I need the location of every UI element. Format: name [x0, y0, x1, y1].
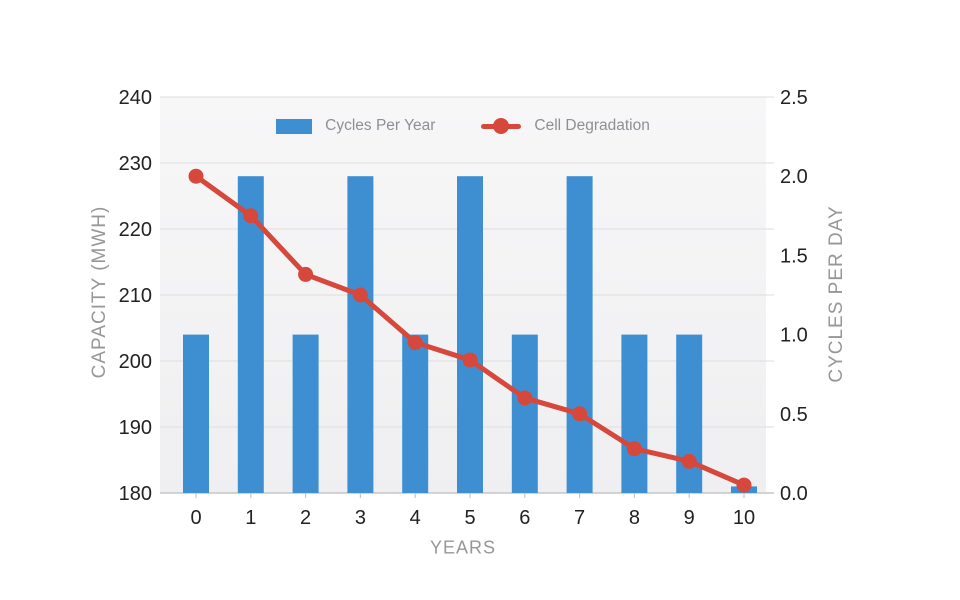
chart-legend: Cycles Per Year Cell Degradation — [160, 112, 766, 140]
line-point-year-3 — [352, 287, 368, 303]
left-tick-label-180: 180 — [119, 483, 152, 505]
line-series-marker-icon — [481, 118, 522, 134]
x-tick-label-8: 8 — [629, 507, 640, 529]
x-tick-label-1: 1 — [245, 507, 256, 529]
bar-year-0 — [183, 334, 209, 493]
right-tick-label-2.5: 2.5 — [780, 87, 808, 109]
legend-label-cell-degradation: Cell Degradation — [534, 117, 650, 134]
line-point-year-6 — [517, 390, 533, 406]
left-tick-label-190: 190 — [119, 417, 152, 439]
bar-year-2 — [292, 334, 319, 493]
legend-label-cycles-per-year: Cycles Per Year — [325, 117, 436, 134]
line-point-year-4 — [407, 335, 423, 351]
x-tick-label-2: 2 — [300, 507, 311, 529]
line-point-year-7 — [572, 406, 588, 422]
x-tick-label-5: 5 — [464, 507, 475, 529]
bar-year-7 — [566, 176, 593, 493]
x-tick-label-7: 7 — [574, 507, 585, 529]
line-point-year-2 — [298, 266, 314, 282]
line-point-year-8 — [626, 441, 642, 457]
line-point-year-9 — [681, 453, 697, 469]
line-point-year-5 — [462, 352, 478, 368]
left-tick-label-210: 210 — [119, 285, 152, 307]
right-axis-title: CYCLES PER DAY — [826, 205, 847, 383]
bar-year-9 — [676, 334, 703, 493]
right-tick-label-1.0: 1.0 — [780, 325, 808, 347]
right-tick-label-0.5: 0.5 — [780, 404, 808, 426]
left-tick-label-230: 230 — [119, 153, 152, 175]
line-point-year-0 — [188, 168, 204, 184]
x-tick-label-4: 4 — [410, 507, 421, 529]
right-tick-label-1.5: 1.5 — [780, 245, 808, 267]
right-tick-label-0.0: 0.0 — [780, 483, 808, 505]
left-tick-label-200: 200 — [119, 351, 152, 373]
x-tick-label-0: 0 — [190, 507, 201, 529]
bar-series-swatch-icon — [276, 118, 313, 134]
x-axis-title: YEARS — [429, 537, 497, 558]
right-tick-label-2.0: 2.0 — [780, 166, 808, 188]
bar-year-4 — [402, 334, 429, 493]
left-tick-label-240: 240 — [119, 87, 152, 109]
x-tick-label-10: 10 — [733, 507, 755, 529]
legend-item-cell-degradation: Cell Degradation — [481, 117, 650, 135]
left-axis-title: CAPACITY (MWH) — [89, 205, 110, 379]
bar-year-1 — [237, 176, 264, 493]
legend-item-cycles-per-year: Cycles Per Year — [276, 117, 435, 135]
x-tick-label-9: 9 — [684, 507, 695, 529]
x-tick-label-6: 6 — [519, 507, 530, 529]
line-point-year-10 — [736, 477, 752, 493]
bar-year-3 — [347, 176, 374, 493]
line-point-year-1 — [243, 208, 259, 224]
left-tick-label-220: 220 — [119, 219, 152, 241]
line-series-dot-icon — [493, 118, 510, 134]
x-tick-label-3: 3 — [355, 507, 366, 529]
bar-year-8 — [621, 334, 648, 493]
bar-year-5 — [457, 176, 483, 493]
bar-year-6 — [511, 334, 538, 493]
